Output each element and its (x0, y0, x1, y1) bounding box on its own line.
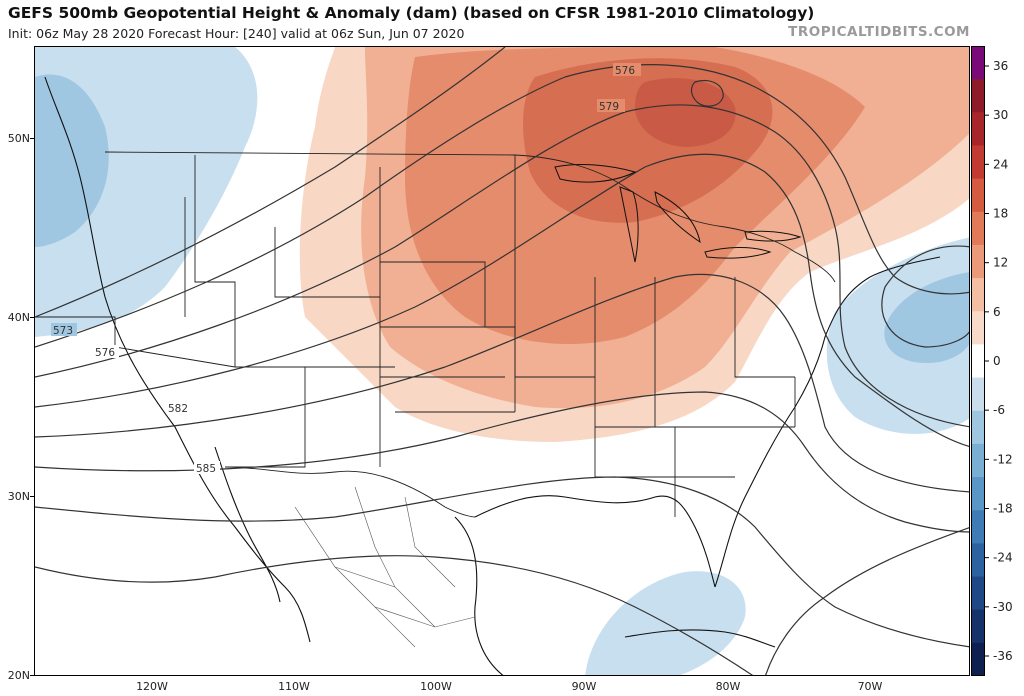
colorbar-label: -30 (993, 600, 1013, 614)
colorbar-frame (971, 46, 985, 676)
colorbar-swatch (971, 609, 985, 644)
colorbar-swatch (971, 543, 985, 578)
map-canvas: 576 579 573 576 582 585 (34, 46, 970, 676)
colorbar-swatch (971, 410, 985, 445)
lat-label-30n: 30N (7, 490, 30, 503)
brand-watermark: TROPICALTIDBITS.COM (788, 24, 970, 40)
colorbar-swatch (971, 377, 985, 412)
map-svg: 576 579 573 576 582 585 (35, 47, 969, 675)
contour-label-585: 585 (196, 463, 216, 475)
positive-anomaly-core (635, 78, 736, 147)
colorbar-swatch (971, 278, 985, 312)
lat-label-50n: 50N (7, 132, 30, 145)
colorbar-label: -36 (993, 649, 1013, 663)
colorbar-label: 12 (993, 256, 1008, 270)
colorbar-label: 0 (993, 354, 1001, 368)
lat-tick (30, 675, 34, 676)
colorbar-label: 24 (993, 157, 1008, 171)
colorbar-swatch (971, 244, 985, 279)
colorbar-label: -24 (993, 551, 1013, 565)
colorbar-label: 36 (993, 59, 1008, 73)
colorbar-swatch (971, 576, 985, 611)
lat-label-40n: 40N (7, 311, 30, 324)
negative-anomaly-caribbean (585, 571, 746, 675)
lat-tick (30, 317, 34, 318)
contour-label-576-west: 576 (95, 347, 115, 359)
lon-label-120w: 120W (136, 680, 168, 693)
colorbar-label: 18 (993, 207, 1008, 221)
colorbar-swatches (971, 46, 985, 677)
height-contours (35, 47, 969, 675)
lon-label-80w: 80W (715, 680, 741, 693)
contour-label-582: 582 (168, 403, 188, 415)
great-lakes (554, 164, 802, 263)
negative-anomaly-west-core (35, 74, 109, 247)
lon-label-90w: 90W (571, 680, 597, 693)
colorbar-swatch (971, 344, 985, 379)
colorbar-swatch (971, 112, 985, 146)
negative-anomaly-atlantic-core (884, 272, 969, 363)
mexico-borders (294, 486, 476, 648)
colorbar-swatch (971, 145, 985, 180)
colorbar-swatch (971, 477, 985, 511)
colorbar-label: 6 (993, 305, 1001, 319)
contour-label-579: 579 (599, 101, 619, 113)
lat-tick (30, 138, 34, 139)
contour-labels: 576 579 573 576 582 585 (51, 63, 641, 475)
colorbar-label: 30 (993, 108, 1008, 122)
colorbar-swatch (971, 211, 985, 246)
colorbar-labels: 36 30 24 18 12 6 0 -6 -12 -18 -24 -30 -36 (985, 59, 1013, 663)
lon-label-100w: 100W (420, 680, 452, 693)
political-borders (35, 151, 836, 518)
colorbar-swatch (971, 510, 985, 544)
map-title: GEFS 500mb Geopotential Height & Anomaly… (8, 4, 815, 22)
lon-label-110w: 110W (278, 680, 310, 693)
colorbar-swatch (971, 311, 985, 345)
lat-label-20n: 20N (7, 669, 30, 682)
lon-label-70w: 70W (857, 680, 883, 693)
coastlines (44, 76, 941, 675)
map-subtitle: Init: 06z May 28 2020 Forecast Hour: [24… (8, 26, 465, 41)
colorbar: 36 30 24 18 12 6 0 -6 -12 -18 -24 -30 -36 (971, 46, 1019, 677)
colorbar-swatch (971, 178, 985, 213)
colorbar-label: -12 (993, 452, 1013, 466)
lat-tick (30, 496, 34, 497)
colorbar-swatch (971, 46, 985, 80)
colorbar-swatch (971, 443, 985, 478)
colorbar-swatch (971, 642, 985, 677)
contour-label-573: 573 (53, 325, 73, 337)
contour-label-576-north: 576 (615, 65, 635, 77)
colorbar-label: -18 (993, 502, 1013, 516)
colorbar-label: -6 (993, 403, 1005, 417)
colorbar-swatch (971, 79, 985, 113)
